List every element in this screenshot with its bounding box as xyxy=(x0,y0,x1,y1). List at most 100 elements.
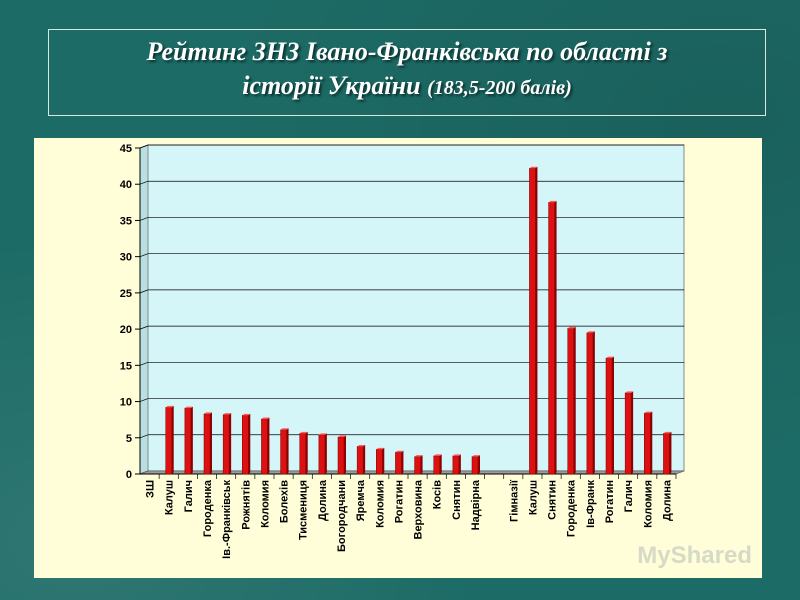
bar-top xyxy=(184,406,193,409)
bar-side xyxy=(420,455,423,474)
bar-side xyxy=(248,413,251,474)
bar xyxy=(356,446,364,475)
bar xyxy=(471,456,479,475)
x-tick-label: Тисмениця xyxy=(298,480,310,540)
gridline-depth xyxy=(139,434,149,439)
y-tick-label: 0 xyxy=(126,469,132,481)
gridline-depth xyxy=(139,144,149,149)
bar-top xyxy=(548,200,557,203)
bar-top xyxy=(242,413,251,416)
x-tick-label: Галич xyxy=(183,480,195,512)
bar-side xyxy=(305,431,308,474)
bar-side xyxy=(267,417,270,474)
bar xyxy=(165,407,172,475)
bar xyxy=(605,357,613,475)
title-line-2-range: (183,5-200 балів) xyxy=(427,77,572,99)
bar-top xyxy=(414,455,423,457)
bar xyxy=(376,449,383,475)
x-tick-label: Рожнятів xyxy=(240,480,252,530)
bar-side xyxy=(554,200,557,475)
bar xyxy=(414,456,421,475)
y-tick-label: 15 xyxy=(120,360,132,372)
bar-side xyxy=(573,326,576,474)
x-tick-label: Калуш xyxy=(164,480,176,515)
bar-side xyxy=(631,391,634,474)
bar-side xyxy=(210,412,212,474)
y-tick-label: 5 xyxy=(126,433,132,445)
bar-top xyxy=(261,417,270,419)
bar xyxy=(318,434,326,475)
bar xyxy=(644,412,651,475)
bar-top xyxy=(357,444,366,447)
watermark-text: MyShared xyxy=(637,542,752,569)
bar-side xyxy=(592,331,595,474)
bar-side xyxy=(401,450,404,474)
bar xyxy=(337,436,345,475)
gridline-depth xyxy=(139,180,149,185)
bar-side xyxy=(669,431,672,474)
x-tick-label: Коломия xyxy=(374,480,386,528)
bar-top xyxy=(204,412,212,414)
x-tick-label: Долина xyxy=(317,479,329,521)
bar-side xyxy=(344,435,346,474)
x-tick-label: Калуш xyxy=(527,480,539,515)
x-tick-label: ЗШ xyxy=(145,480,157,498)
bar-side xyxy=(439,454,442,474)
bar-chart: 0 5 10 15 20 25 30 35 40 45 ЗШ Калуш Галич Городенка І… xyxy=(120,143,752,569)
gridline-depth xyxy=(139,362,149,366)
bar xyxy=(548,202,555,475)
x-tick-label: Ів-Франк xyxy=(585,480,597,528)
bar-top xyxy=(644,411,653,414)
bar-side xyxy=(612,356,614,474)
bar-side xyxy=(382,447,385,474)
bar xyxy=(452,455,460,475)
bar-top xyxy=(280,428,289,430)
y-tick-label: 40 xyxy=(120,179,132,191)
title-line-2-main: історії України xyxy=(242,71,428,100)
bar-top xyxy=(567,326,576,329)
x-tick-label: Ів.-Франківськ xyxy=(221,480,233,559)
chart-panel: 0 5 10 15 20 25 30 35 40 45 ЗШ Калуш Галич Городенка І… xyxy=(34,138,762,578)
bar xyxy=(261,418,268,475)
bar xyxy=(242,415,249,475)
x-tick-label: Галич xyxy=(623,480,635,512)
x-tick-label: Верховина xyxy=(413,479,425,539)
bar xyxy=(299,433,306,475)
x-tick-label: Городенка xyxy=(202,479,214,537)
bar xyxy=(624,392,632,475)
bar xyxy=(586,332,594,475)
gridline-depth xyxy=(139,217,149,221)
x-tick-label: Яремча xyxy=(355,479,367,521)
bar-top xyxy=(299,431,308,434)
gridline-depth xyxy=(139,398,149,402)
x-tick-label: Рогатин xyxy=(393,480,405,523)
plot-side-wall xyxy=(139,144,149,475)
bar-top xyxy=(376,447,385,450)
bar-side xyxy=(363,444,366,474)
bar-side xyxy=(171,405,174,474)
bar-top xyxy=(663,431,672,434)
bar xyxy=(184,407,192,475)
bar xyxy=(433,455,440,475)
x-tick-label: Богородчани xyxy=(336,480,348,552)
x-tick-label: Долина xyxy=(661,479,673,521)
bar xyxy=(663,433,670,475)
bar-side xyxy=(458,454,461,474)
slide-title: Рейтинг ЗНЗ Івано-Франківська по області… xyxy=(48,29,766,116)
y-tick-label: 30 xyxy=(120,252,132,264)
bar xyxy=(203,413,211,475)
bar-top xyxy=(395,450,404,453)
y-tick-label: 25 xyxy=(120,288,132,300)
x-tick-label: Снятин xyxy=(547,480,559,520)
gridline-depth xyxy=(139,325,149,330)
bar-top xyxy=(472,455,480,457)
x-tick-label: Надвірна xyxy=(470,479,482,530)
bar xyxy=(222,414,230,475)
bar-top xyxy=(529,166,538,169)
x-tick-label: Коломия xyxy=(259,480,271,528)
bar-top xyxy=(165,405,174,408)
bar xyxy=(567,328,574,475)
x-tick-label: Снятин xyxy=(451,480,463,520)
bar-side xyxy=(190,406,193,474)
bar-top xyxy=(223,413,232,415)
